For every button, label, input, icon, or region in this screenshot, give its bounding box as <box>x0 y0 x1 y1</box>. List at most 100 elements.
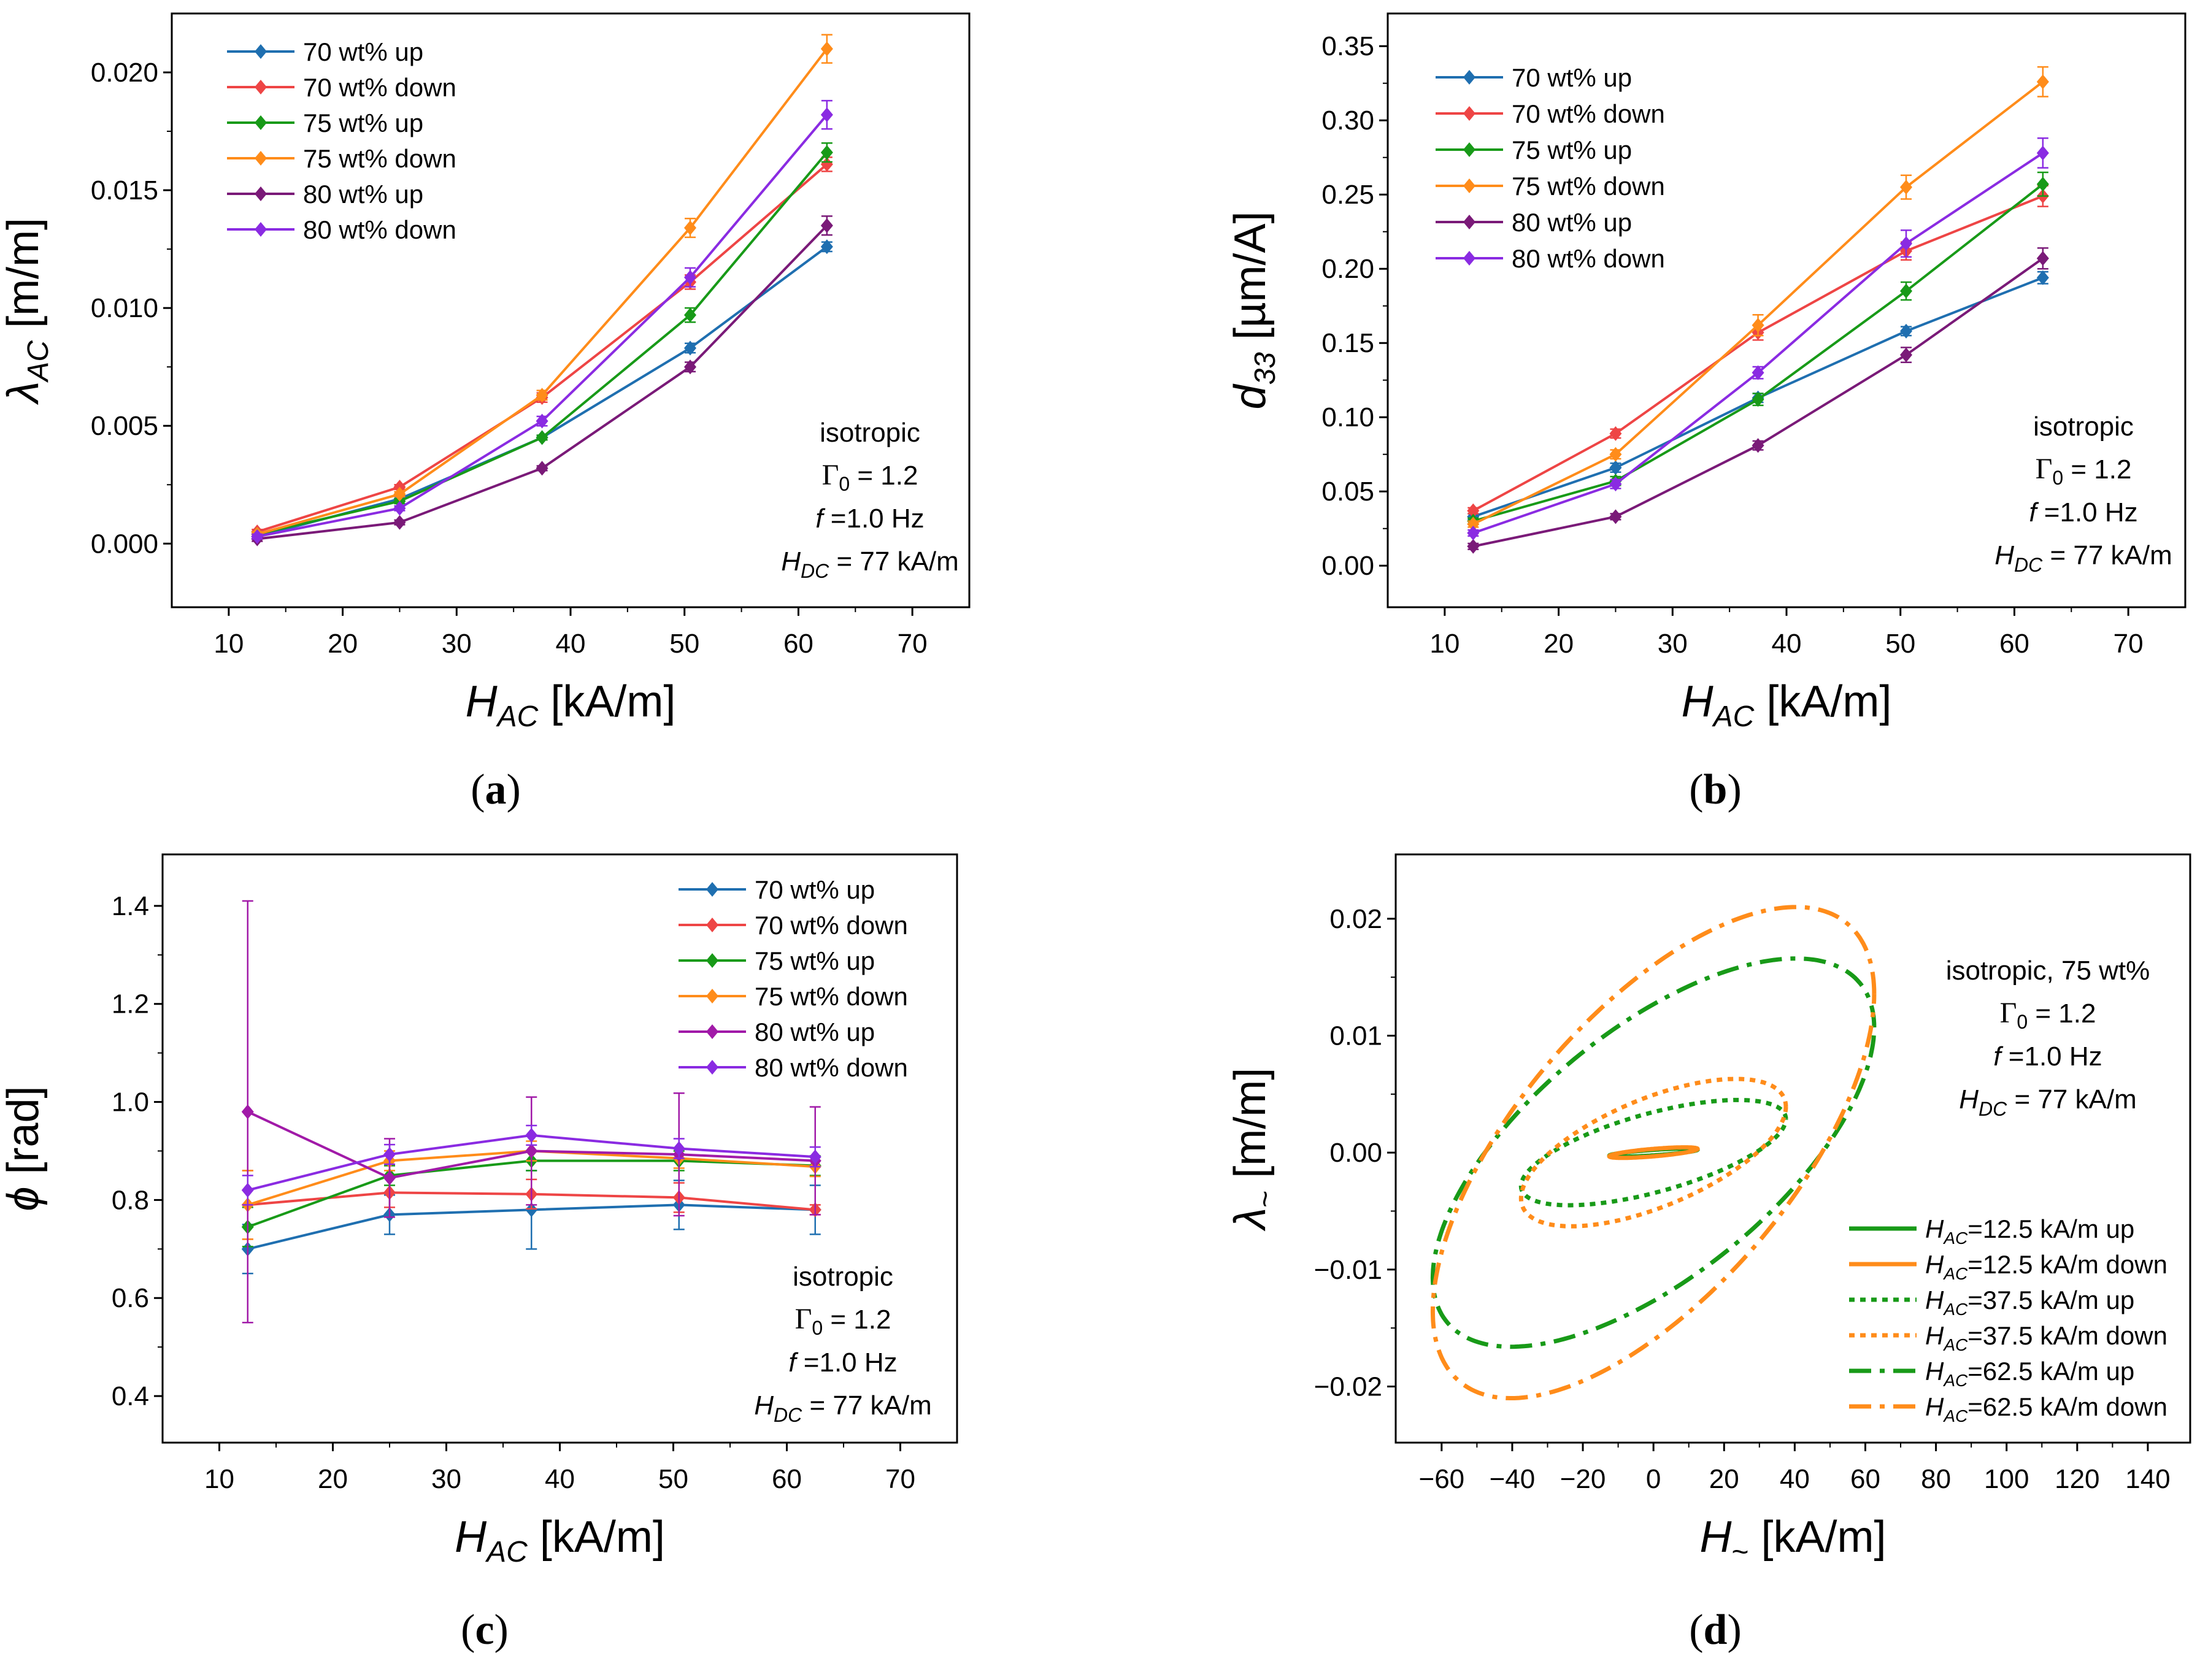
annotation-line: Γ0 = 1.2 <box>2000 997 2096 1033</box>
annotation-line: HDC = 77 kA/m <box>1959 1084 2137 1120</box>
x-tick-label: 70 <box>885 1464 915 1494</box>
x-tick-label: 50 <box>658 1464 688 1494</box>
data-point <box>393 515 406 530</box>
data-point <box>525 1127 538 1143</box>
legend-marker <box>706 918 718 932</box>
loop-hac-37-5-ka-m-down <box>1518 1076 1788 1229</box>
legend-label: 75 wt% down <box>755 982 908 1011</box>
y-tick-label: 0.00 <box>1321 551 1374 581</box>
legend-label: HAC=37.5 kA/m up <box>1925 1286 2134 1319</box>
data-point <box>1752 392 1764 407</box>
data-point <box>536 413 548 429</box>
x-tick-label: 40 <box>545 1464 575 1494</box>
legend-label: 80 wt% down <box>1512 244 1665 273</box>
legend-label: HAC=62.5 kA/m up <box>1925 1357 2134 1390</box>
data-point <box>1900 323 1912 339</box>
annotation: isotropic Γ0 = 1.2 f =1.0 Hz HDC = 77 kA/m <box>781 418 959 582</box>
legend-marker <box>1463 178 1475 193</box>
data-point <box>809 1149 821 1165</box>
y-tick-label: −0.01 <box>1314 1255 1382 1285</box>
legend-label: 70 wt% down <box>1512 99 1665 128</box>
loop-hac-37-5-ka-m-up <box>1518 1097 1788 1208</box>
data-point <box>1609 477 1622 492</box>
annotation-line: f =1.0 Hz <box>815 504 924 534</box>
data-point <box>525 1143 538 1159</box>
x-tick-label: 30 <box>431 1464 461 1494</box>
legend-label: 80 wt% up <box>755 1018 875 1046</box>
loop-hac-12-5-ka-m-down <box>1607 1145 1700 1160</box>
annotation-line: isotropic <box>2033 412 2134 442</box>
y-axis-label: λ~ [m/m] <box>1226 1068 1282 1232</box>
x-tick-label: 20 <box>328 629 358 659</box>
x-axis-label: HAC [kA/m] <box>1682 677 1892 733</box>
legend-label: 80 wt% up <box>1512 208 1632 237</box>
data-point <box>383 1170 396 1186</box>
legend-marker <box>1463 106 1475 121</box>
legend-marker <box>255 44 267 59</box>
data-point <box>1900 347 1912 362</box>
annotation-line: HDC = 77 kA/m <box>1994 540 2172 576</box>
data-point <box>672 1141 685 1156</box>
x-tick-label: 10 <box>213 629 244 659</box>
data-point <box>2036 251 2049 266</box>
x-tick-label: 60 <box>1850 1464 1880 1494</box>
loop-hac-62-5-ka-m-up <box>1430 956 1877 1349</box>
series-80-wt-up <box>241 900 821 1324</box>
legend-marker <box>255 222 267 237</box>
data-point <box>684 359 696 375</box>
y-tick-label: 0.30 <box>1321 105 1374 136</box>
data-point <box>2036 74 2049 90</box>
y-tick-label: −0.02 <box>1314 1371 1382 1402</box>
annotation-line: Γ0 = 1.2 <box>822 459 918 495</box>
data-point <box>1752 438 1764 453</box>
series-line <box>256 152 828 535</box>
legend-marker <box>255 80 267 94</box>
legend: 70 wt% up 70 wt% down 75 wt% up 75 wt% down… <box>227 37 456 244</box>
y-tick-label: 0.020 <box>91 58 158 88</box>
data-point <box>820 145 833 160</box>
legend-label: HAC=62.5 kA/m down <box>1925 1392 2167 1425</box>
data-point <box>1900 180 1912 195</box>
x-tick-label: 30 <box>442 629 472 659</box>
legend-marker <box>706 1024 718 1039</box>
series-75-wt-down <box>251 34 833 542</box>
annotation-line: isotropic <box>820 418 920 448</box>
data-point <box>2036 177 2049 192</box>
x-axis-label: H~ [kA/m] <box>1699 1513 1886 1568</box>
series-80-wt-down <box>251 99 833 544</box>
panel-1: 10 20 30 40 50 60 70 0.000 0.005 0.010 0.015 0.020 H… <box>0 12 971 813</box>
annotation: isotropic Γ0 = 1.2 f =1.0 Hz HDC = 77 kA/m <box>754 1262 932 1426</box>
data-point <box>2036 145 2049 161</box>
legend-label: 70 wt% down <box>755 911 908 940</box>
panel-caption: (d) <box>1689 1606 1742 1654</box>
data-point <box>536 430 548 445</box>
plot-frame <box>1394 853 2191 1444</box>
x-tick-label: 140 <box>2125 1464 2170 1494</box>
y-tick-label: 0.35 <box>1321 31 1374 61</box>
y-tick-label: 1.0 <box>112 1087 149 1118</box>
legend-marker <box>706 989 718 1003</box>
x-tick-label: 70 <box>898 629 928 659</box>
y-tick-label: 1.4 <box>112 891 149 921</box>
legend-label: 70 wt% up <box>303 37 423 66</box>
legend-label: 75 wt% down <box>1512 172 1665 201</box>
series-line <box>1472 194 2044 512</box>
series-80-wt-up <box>1467 247 2049 554</box>
x-tick-label: 70 <box>2113 629 2144 659</box>
panel-3: 10 20 30 40 50 60 70 0.4 0.6 0.8 1.0 1.2 1.4 HAC [kA/… <box>0 853 958 1654</box>
data-point <box>820 107 833 123</box>
data-point <box>1609 460 1622 475</box>
data-point <box>820 156 833 172</box>
legend-label: 70 wt% down <box>303 73 456 102</box>
annotation: isotropic Γ0 = 1.2 f =1.0 Hz HDC = 77 kA/m <box>1994 412 2172 576</box>
panel-caption: (b) <box>1689 766 1742 813</box>
y-tick-label: 1.2 <box>112 989 149 1019</box>
x-tick-label: 60 <box>783 629 813 659</box>
data-point <box>1752 318 1764 333</box>
panel-caption: (a) <box>471 766 521 813</box>
data-point <box>684 220 696 236</box>
legend-label: 70 wt% up <box>755 875 875 904</box>
y-tick-label: 0.02 <box>1329 904 1382 934</box>
